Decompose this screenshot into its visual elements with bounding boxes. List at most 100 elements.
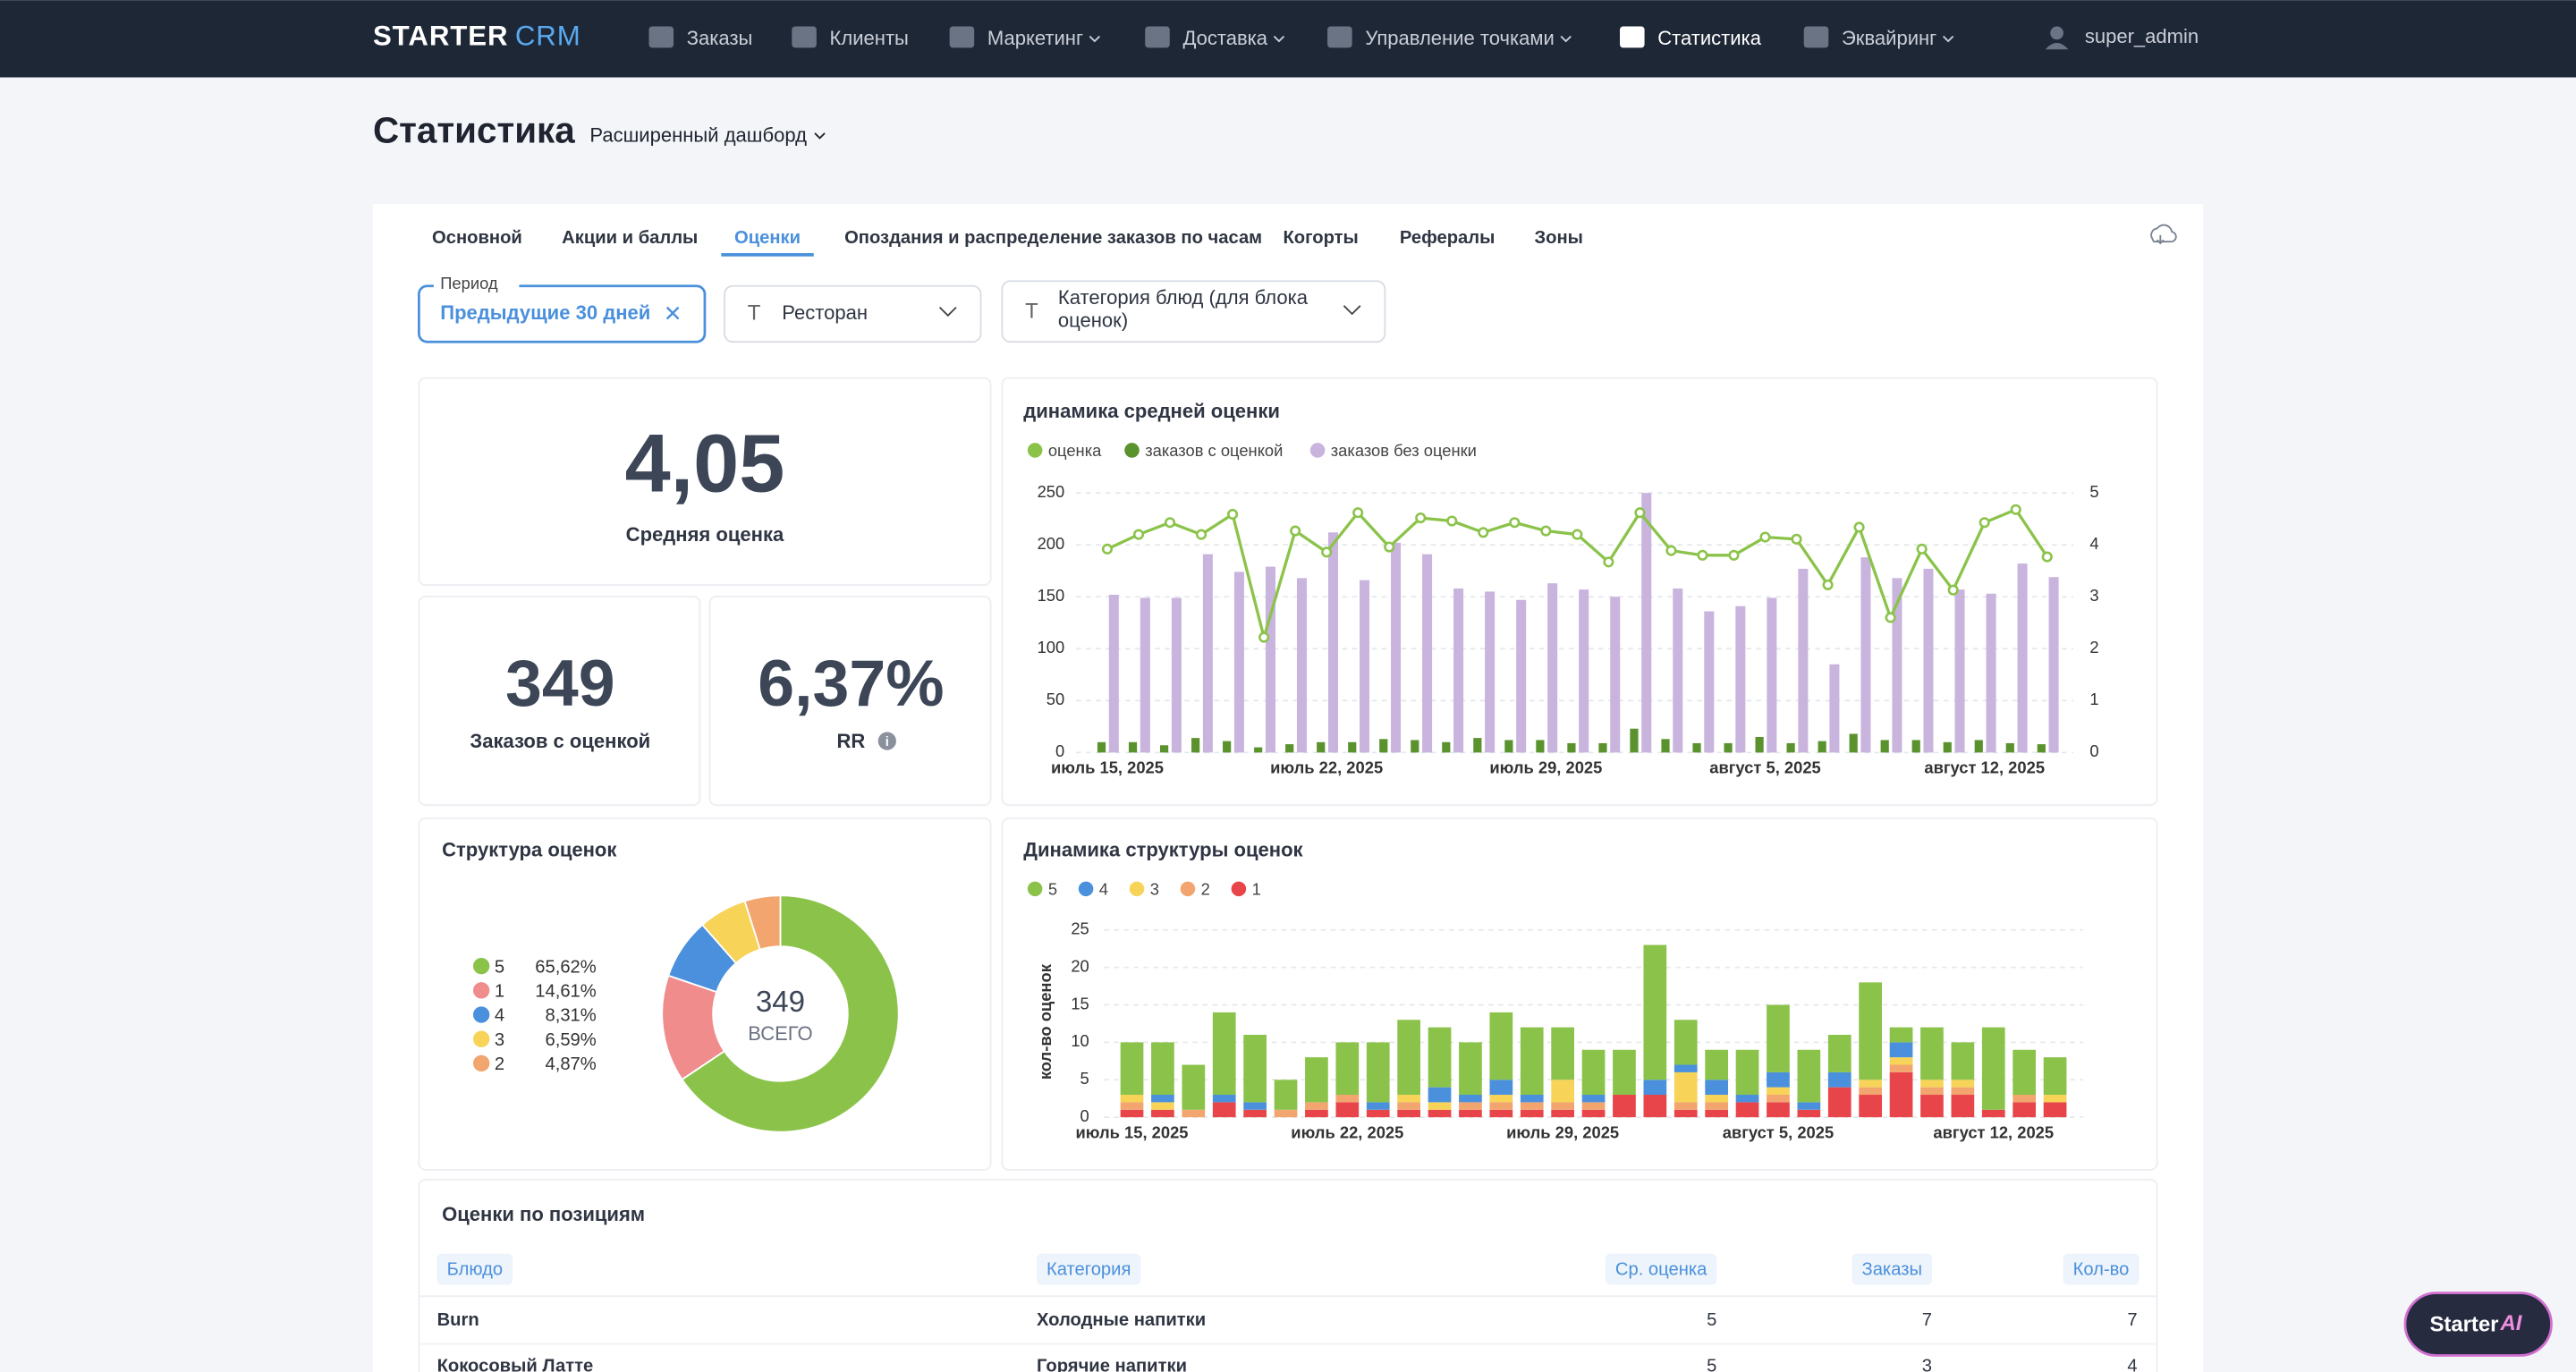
bar-segment	[1951, 1087, 1975, 1096]
point	[2010, 504, 2021, 515]
tab[interactable]: Опоздания и распределение заказов по час…	[844, 228, 1262, 248]
tab[interactable]: Зоны	[1535, 228, 1583, 248]
text-icon: T	[748, 301, 761, 325]
bar	[2037, 744, 2046, 753]
nav-item[interactable]: Управление точками	[1365, 27, 1555, 49]
tick-label: 1	[2089, 690, 2098, 708]
table-cell: 5	[1707, 1310, 1716, 1330]
bar	[1986, 593, 1996, 753]
label-bg	[433, 275, 520, 293]
donut-slice	[681, 894, 900, 1133]
bar	[1661, 739, 1670, 753]
legend-label: 3	[495, 1030, 504, 1050]
assistant-button[interactable]	[2403, 1292, 2553, 1357]
bar-segment	[1705, 1095, 1729, 1103]
caret	[1560, 35, 1572, 43]
bar	[1598, 742, 1607, 753]
download-icon[interactable]	[2150, 224, 2177, 245]
bar-segment	[1705, 1049, 1729, 1080]
table-cell: 7	[1922, 1310, 1932, 1330]
legend-label: 4	[495, 1006, 504, 1026]
legend-value: 4,87%	[545, 1054, 596, 1074]
bar	[1567, 742, 1576, 753]
legend-swatch	[1231, 881, 1247, 897]
column-header-bg[interactable]	[1036, 1253, 1141, 1285]
kpi-label: Средняя оценка	[626, 523, 784, 546]
caret	[1343, 305, 1361, 316]
nav-item[interactable]: Эквайринг	[1842, 27, 1936, 49]
legend-label: 5	[495, 957, 504, 977]
nav-icon	[1803, 26, 1829, 48]
nav-item[interactable]: Заказы	[687, 27, 753, 49]
x-tick-label: июль 15, 2025	[1051, 758, 1164, 777]
y-axis-label: кол-во оценок	[1036, 963, 1055, 1080]
table-cell: Холодные напитки	[1037, 1310, 1206, 1330]
bar-segment	[1981, 1109, 2005, 1118]
bar-segment	[1705, 1102, 1729, 1110]
period-filter[interactable]	[417, 284, 707, 343]
point	[1509, 517, 1521, 529]
point	[1101, 543, 1114, 555]
bar-segment	[1366, 1042, 1390, 1103]
bar-segment	[1520, 1027, 1544, 1096]
tab[interactable]: Основной	[432, 228, 522, 248]
bar	[1860, 557, 1871, 753]
point	[1384, 541, 1395, 553]
caret	[1089, 35, 1101, 43]
nav-item[interactable]: Клиенты	[830, 27, 909, 49]
bar-segment	[1120, 1095, 1144, 1103]
bar-segment	[1889, 1064, 1913, 1072]
legend-swatch	[472, 982, 490, 999]
nav-item[interactable]: Статистика	[1657, 27, 1761, 49]
bar	[1285, 744, 1294, 753]
bar	[1317, 741, 1326, 753]
x-tick-label: июль 29, 2025	[1489, 758, 1602, 777]
bar-segment	[1674, 1020, 1698, 1065]
legend-swatch	[1309, 443, 1326, 458]
point	[1572, 529, 1583, 540]
bar	[1097, 741, 1106, 753]
column-header-bg[interactable]	[1605, 1253, 1717, 1285]
tab[interactable]: Акции и баллы	[562, 228, 698, 248]
bar	[1786, 742, 1795, 753]
bar-segment	[1581, 1095, 1606, 1103]
legend-swatch	[1180, 881, 1196, 897]
user-name[interactable]: super_admin	[2085, 25, 2199, 47]
bar	[1233, 572, 1244, 753]
tick-label: 5	[2089, 482, 2098, 501]
point	[1164, 517, 1176, 529]
bar-segment	[2012, 1102, 2037, 1118]
bar	[1159, 745, 1169, 753]
bar-segment	[1767, 1102, 1790, 1118]
clear-icon[interactable]	[665, 306, 680, 320]
bar-segment	[1859, 982, 1883, 1080]
bar	[1673, 588, 1683, 753]
bar	[1704, 611, 1715, 753]
panel	[418, 1179, 2158, 1372]
column-header-bg[interactable]	[1852, 1253, 1932, 1285]
bar-segment	[1397, 1095, 1420, 1103]
tick-label: 4	[2089, 534, 2098, 553]
bar	[1442, 741, 1451, 753]
tab[interactable]: Оценки	[734, 228, 801, 248]
column-header-bg[interactable]	[2063, 1253, 2140, 1285]
column-header-bg[interactable]	[436, 1253, 513, 1285]
x-tick-label: август 5, 2025	[1723, 1122, 1834, 1141]
bar-segment	[1581, 1109, 1606, 1118]
point	[1791, 533, 1802, 545]
legend-swatch	[1124, 443, 1140, 458]
category-filter[interactable]	[1001, 280, 1386, 343]
nav-item[interactable]: Доставка	[1182, 27, 1267, 49]
bar-segment	[1335, 1102, 1360, 1118]
tab[interactable]: Когорты	[1283, 228, 1358, 248]
brand[interactable]: STARTER CRM	[373, 21, 581, 52]
legend-swatch	[472, 957, 490, 975]
nav-item[interactable]: Маркетинг	[987, 27, 1083, 49]
dashboard-select[interactable]: Расширенный дашборд	[589, 123, 807, 146]
bar-segment	[1613, 1049, 1636, 1096]
tab[interactable]: Рефералы	[1400, 228, 1495, 248]
info-icon[interactable]	[877, 732, 896, 750]
restaurant-filter[interactable]	[724, 284, 982, 343]
legend-value: 6,59%	[545, 1030, 596, 1050]
chart-title: Динамика структуры оценок	[1023, 838, 1303, 860]
